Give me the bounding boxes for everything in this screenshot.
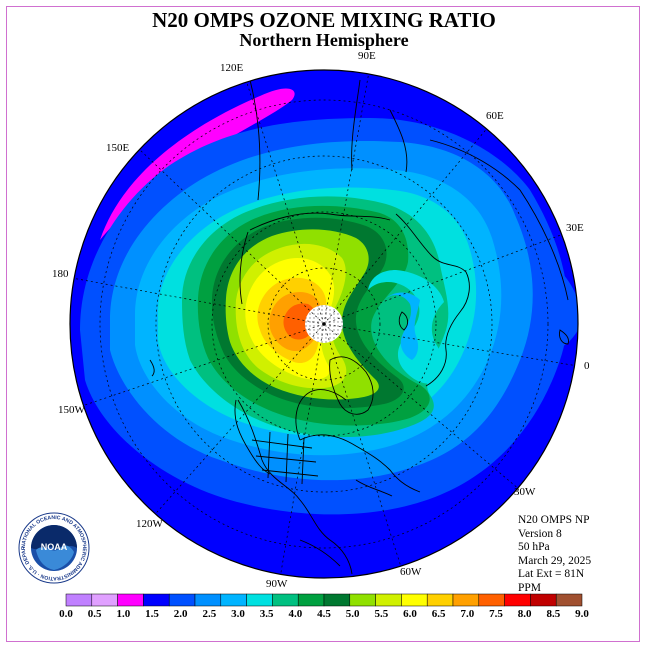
lon-label-90e: 90E bbox=[358, 50, 376, 62]
noaa-wordmark: NOAA bbox=[41, 542, 68, 552]
legend-swatch bbox=[478, 593, 505, 607]
legend-tick-label: 7.0 bbox=[460, 608, 475, 620]
legend-swatch bbox=[220, 593, 247, 607]
lon-label-150w: 150W bbox=[58, 404, 85, 416]
legend-swatch bbox=[246, 593, 273, 607]
map-boundary bbox=[69, 69, 579, 579]
legend-swatch bbox=[323, 593, 351, 607]
legend-swatch bbox=[401, 593, 428, 607]
legend-tick-label: 4.5 bbox=[317, 608, 331, 620]
graticule bbox=[71, 70, 578, 578]
legend-swatch bbox=[530, 593, 557, 607]
legend-swatch bbox=[65, 593, 93, 607]
legend-tick-label: 8.5 bbox=[546, 608, 561, 620]
lon-label-120e: 120E bbox=[220, 62, 244, 74]
lon-label-180: 180 bbox=[52, 268, 69, 280]
legend-swatch bbox=[117, 593, 144, 607]
legend-swatch bbox=[375, 593, 402, 607]
info-units: PPM bbox=[518, 581, 542, 594]
lon-label-60w: 60W bbox=[400, 566, 422, 578]
lon-label-120w: 120W bbox=[136, 518, 163, 530]
legend-swatch bbox=[272, 593, 299, 607]
band-1-0-1-5 bbox=[100, 88, 295, 240]
legend-tick-label: 4.0 bbox=[288, 608, 303, 620]
map-subtitle: Northern Hemisphere bbox=[239, 30, 409, 50]
legend-tick-label: 7.5 bbox=[489, 608, 503, 620]
info-instrument: N20 OMPS NP bbox=[518, 514, 590, 526]
legend-tick-label: 6.5 bbox=[431, 608, 446, 620]
legend-colorbar bbox=[65, 593, 583, 607]
legend-tick-label: 0.0 bbox=[59, 608, 73, 620]
legend-swatch bbox=[297, 593, 325, 607]
map-title: N20 OMPS OZONE MIXING RATIO bbox=[152, 8, 496, 32]
noaa-logo: NATIONAL OCEANIC AND ATMOSPHERIC ADMINIS… bbox=[18, 512, 90, 584]
legend-swatch bbox=[349, 593, 376, 607]
info-lat-extent: Lat Ext = 81N bbox=[518, 568, 585, 580]
lon-label-60e: 60E bbox=[486, 110, 504, 122]
legend-tick-label: 9.0 bbox=[575, 608, 589, 620]
lon-label-30e: 30E bbox=[566, 222, 584, 234]
lon-label-0: 0 bbox=[584, 360, 590, 372]
legend-swatch bbox=[426, 593, 454, 607]
legend-swatch bbox=[194, 593, 222, 607]
legend-swatch bbox=[143, 593, 170, 607]
legend-tick-label: 8.0 bbox=[517, 608, 532, 620]
info-version: Version 8 bbox=[518, 527, 562, 540]
product-info: N20 OMPS NP Version 8 50 hPa March 29, 2… bbox=[518, 514, 591, 595]
legend-swatch bbox=[504, 593, 531, 607]
coastlines bbox=[149, 79, 569, 575]
legend-tick-label: 1.5 bbox=[145, 608, 159, 620]
legend-swatch bbox=[452, 593, 480, 607]
legend-tick-label: 5.0 bbox=[345, 608, 360, 620]
legend-tick-label: 6.0 bbox=[403, 608, 417, 620]
legend-tick-label: 2.5 bbox=[202, 608, 217, 620]
info-pressure-level: 50 hPa bbox=[518, 541, 550, 553]
legend-tick-label: 3.0 bbox=[231, 608, 245, 620]
legend-swatch bbox=[555, 593, 583, 607]
legend-tick-label: 5.5 bbox=[374, 608, 389, 620]
legend-tick-label: 1.0 bbox=[116, 608, 131, 620]
figure-frame bbox=[6, 6, 640, 642]
legend-tick-label: 2.0 bbox=[173, 608, 188, 620]
lon-label-30w: 30W bbox=[514, 486, 536, 498]
lon-label-150e: 150E bbox=[106, 142, 130, 154]
legend-tick-label: 3.5 bbox=[259, 608, 274, 620]
legend-tick-label: 0.5 bbox=[87, 608, 102, 620]
lon-label-90w: 90W bbox=[266, 578, 288, 590]
legend-swatch bbox=[168, 593, 196, 607]
legend-swatch bbox=[91, 593, 118, 607]
info-date: March 29, 2025 bbox=[518, 554, 592, 567]
